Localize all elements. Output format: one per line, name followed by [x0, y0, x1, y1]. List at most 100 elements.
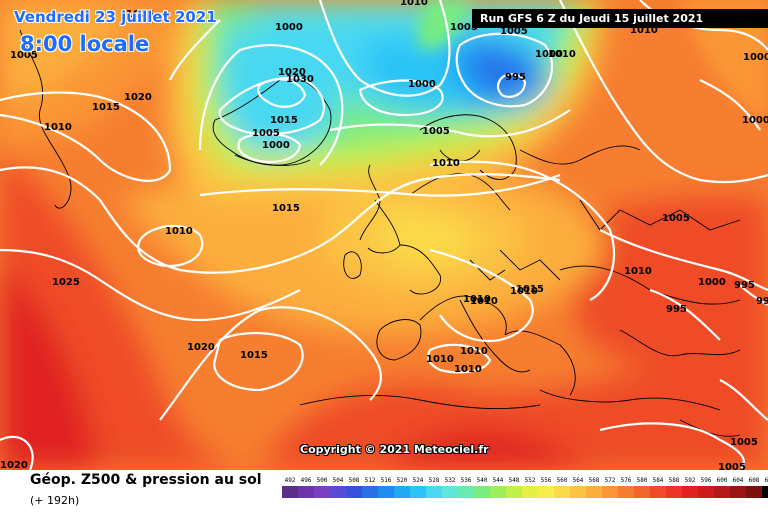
pressure-label: 1010 — [624, 266, 652, 277]
legend-swatch: 492 — [282, 477, 298, 498]
pressure-label: 1010 — [454, 364, 482, 375]
legend-swatch: 568 — [586, 477, 602, 498]
footer: Géop. Z500 & pression au sol (+ 192h) 49… — [0, 470, 768, 512]
pressure-label: 1020 — [0, 460, 28, 470]
pressure-label: 1010 — [426, 354, 454, 365]
legend-value: 500 — [316, 477, 328, 484]
legend-swatch: 564 — [570, 477, 586, 498]
pressure-label: 1015 — [92, 102, 120, 113]
legend-value: 608 — [748, 477, 760, 484]
pressure-label: 995 — [505, 72, 526, 83]
pressure-label: 1005 — [10, 50, 38, 61]
legend-swatch: 604 — [730, 477, 746, 498]
pressure-label: 1010 — [165, 226, 193, 237]
color-legend: 492 496 500 504 508 512 516 520 524 528 532 536 540 5… — [282, 477, 768, 498]
pressure-label: 99 — [756, 296, 768, 307]
forecast-time: 8:00 locale — [20, 32, 150, 56]
legend-value: 560 — [556, 477, 568, 484]
pressure-label: 1015 — [272, 203, 300, 214]
pressure-label: 1010 — [463, 294, 491, 305]
pressure-label: 1015 — [240, 350, 268, 361]
isobar-labels: 1010 1025 1005 1000 1005 1010 1000 1000 … — [0, 0, 768, 470]
legend-value: 528 — [428, 477, 440, 484]
pressure-label: 1005 — [422, 126, 450, 137]
legend-value: 540 — [476, 477, 488, 484]
legend-value: 612 — [764, 477, 768, 484]
legend-value: 512 — [364, 477, 376, 484]
legend-swatch: 608 — [746, 477, 762, 498]
weather-map: 1010 1025 1005 1000 1005 1010 1000 1000 … — [0, 0, 768, 470]
legend-swatch: 508 — [346, 477, 362, 498]
pressure-label: 1005 — [500, 26, 528, 37]
legend-value: 536 — [460, 477, 472, 484]
pressure-label: 1020 — [124, 92, 152, 103]
pressure-label: 1000 — [742, 115, 768, 126]
legend-swatch: 500 — [314, 477, 330, 498]
legend-value: 552 — [524, 477, 536, 484]
pressure-label: 1015 — [516, 284, 544, 295]
legend-swatch: 552 — [522, 477, 538, 498]
pressure-label: 1010 — [44, 122, 72, 133]
legend-value: 604 — [732, 477, 744, 484]
legend-swatch: 600 — [714, 477, 730, 498]
legend-swatch: 544 — [490, 477, 506, 498]
legend-value: 584 — [652, 477, 664, 484]
legend-swatch: 588 — [666, 477, 682, 498]
legend-value: 572 — [604, 477, 616, 484]
legend-value: 504 — [332, 477, 344, 484]
legend-value: 508 — [348, 477, 360, 484]
legend-swatch: 612 — [762, 477, 768, 498]
map-title: Géop. Z500 & pression au sol — [30, 472, 262, 488]
legend-swatch: 540 — [474, 477, 490, 498]
legend-value: 592 — [684, 477, 696, 484]
pressure-label: 1000 — [275, 22, 303, 33]
legend-swatch: 504 — [330, 477, 346, 498]
legend-value: 580 — [636, 477, 648, 484]
pressure-label: 1005 — [252, 128, 280, 139]
pressure-label: 995 — [666, 304, 687, 315]
pressure-label: 1025 — [52, 277, 80, 288]
legend-swatch: 548 — [506, 477, 522, 498]
pressure-label: 1005 — [730, 437, 758, 448]
legend-swatch: 576 — [618, 477, 634, 498]
legend-swatch: 584 — [650, 477, 666, 498]
legend-swatch: 520 — [394, 477, 410, 498]
legend-swatch: 516 — [378, 477, 394, 498]
pressure-label: 1010 — [400, 0, 428, 8]
geopotential-field — [0, 0, 768, 470]
pressure-label: 1025 — [126, 9, 154, 20]
pressure-label: 1030 — [286, 74, 314, 85]
legend-value: 564 — [572, 477, 584, 484]
legend-swatch: 536 — [458, 477, 474, 498]
pressure-label: 1000 — [698, 277, 726, 288]
legend-value: 516 — [380, 477, 392, 484]
pressure-label: 1005 — [450, 22, 478, 33]
legend-value: 544 — [492, 477, 504, 484]
pressure-label: 1000 — [262, 140, 290, 151]
pressure-label: 995 — [734, 280, 755, 291]
legend-swatch: 592 — [682, 477, 698, 498]
legend-swatch: 556 — [538, 477, 554, 498]
coastlines — [19, 29, 741, 437]
legend-value: 596 — [700, 477, 712, 484]
model-run-label: Run GFS 6 Z du Jeudi 15 juillet 2021 — [472, 9, 768, 28]
legend-swatch: 528 — [426, 477, 442, 498]
forecast-lead-time: (+ 192h) — [30, 494, 80, 507]
pressure-label: 1010 — [548, 49, 576, 60]
legend-swatch: 524 — [410, 477, 426, 498]
legend-swatch: 580 — [634, 477, 650, 498]
pressure-label: 1010 — [470, 296, 498, 307]
legend-value: 524 — [412, 477, 424, 484]
legend-value: 496 — [300, 477, 312, 484]
legend-swatch: 532 — [442, 477, 458, 498]
pressure-label: 1005 — [718, 462, 746, 470]
legend-value: 520 — [396, 477, 408, 484]
legend-value: 532 — [444, 477, 456, 484]
pressure-label: 1020 — [187, 342, 215, 353]
legend-value: 492 — [284, 477, 296, 484]
pressure-label: 1000 — [743, 52, 768, 63]
pressure-label: 1010 — [432, 158, 460, 169]
pressure-label: 1010 — [460, 346, 488, 357]
legend-value: 576 — [620, 477, 632, 484]
legend-value: 600 — [716, 477, 728, 484]
